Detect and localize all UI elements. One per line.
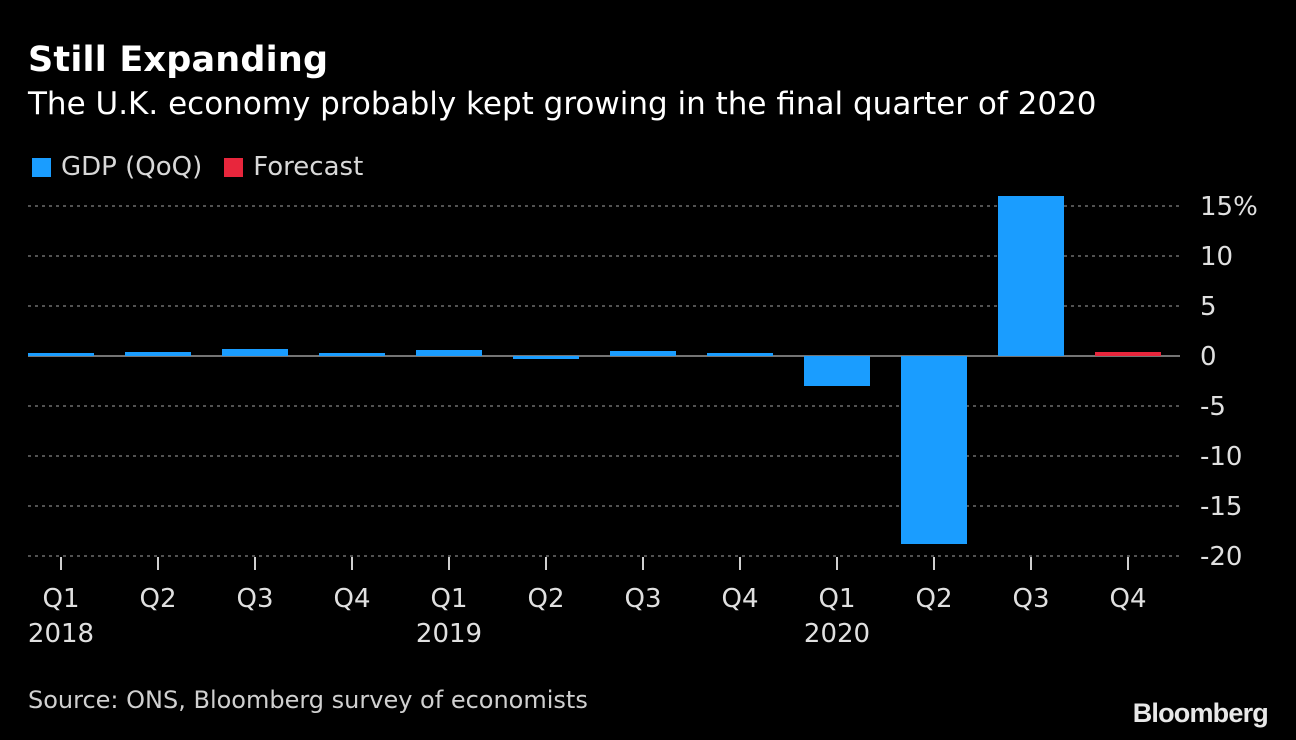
y-tick-label: -15 bbox=[1200, 492, 1242, 522]
bar-forecast bbox=[1095, 352, 1161, 356]
x-tick-label: Q2 bbox=[915, 584, 952, 614]
bar-gdp bbox=[222, 349, 288, 356]
x-year-label: 2020 bbox=[804, 619, 870, 649]
x-tick-label: Q2 bbox=[139, 584, 176, 614]
y-tick-label: 10 bbox=[1200, 242, 1233, 272]
bar-gdp bbox=[901, 356, 967, 544]
x-tick-label: Q2 bbox=[527, 584, 564, 614]
bar-gdp bbox=[28, 353, 94, 356]
bar-gdp bbox=[513, 356, 579, 359]
x-year-label: 2019 bbox=[416, 619, 482, 649]
legend-swatch-forecast bbox=[224, 157, 244, 177]
bar-gdp bbox=[707, 353, 773, 356]
x-year-label: 2018 bbox=[28, 619, 94, 649]
bar-gdp bbox=[804, 356, 870, 386]
x-tick-label: Q1 bbox=[818, 584, 855, 614]
source-note: Source: ONS, Bloomberg survey of economi… bbox=[28, 686, 588, 714]
legend-item-forecast: Forecast bbox=[224, 152, 363, 182]
x-tick-label: Q1 bbox=[430, 584, 467, 614]
x-tick-label: Q4 bbox=[333, 584, 370, 614]
bar-gdp bbox=[610, 351, 676, 356]
chart-subtitle: The U.K. economy probably kept growing i… bbox=[28, 86, 1097, 122]
x-tick-label: Q4 bbox=[721, 584, 758, 614]
x-tick-label: Q3 bbox=[236, 584, 273, 614]
y-tick-label: -20 bbox=[1200, 542, 1242, 572]
bar-gdp bbox=[125, 352, 191, 356]
legend-label-forecast: Forecast bbox=[253, 152, 364, 182]
x-tick-label: Q3 bbox=[624, 584, 661, 614]
legend-swatch-gdp bbox=[32, 157, 51, 177]
legend-item-gdp: GDP (QoQ) bbox=[32, 152, 202, 182]
bar-gdp bbox=[319, 353, 385, 356]
y-tick-label: -5 bbox=[1200, 392, 1226, 422]
y-tick-label: 5 bbox=[1200, 292, 1217, 322]
legend: GDP (QoQ) Forecast bbox=[32, 152, 385, 182]
bar-gdp bbox=[998, 196, 1064, 356]
chart-title: Still Expanding bbox=[28, 40, 329, 80]
y-tick-label: 0 bbox=[1200, 342, 1217, 372]
x-tick-label: Q4 bbox=[1109, 584, 1146, 614]
y-tick-label: 15% bbox=[1200, 192, 1258, 222]
legend-label-gdp: GDP (QoQ) bbox=[61, 152, 203, 182]
y-tick-label: -10 bbox=[1200, 442, 1242, 472]
x-tick-label: Q1 bbox=[42, 584, 79, 614]
x-tick-label: Q3 bbox=[1012, 584, 1049, 614]
bloomberg-logo: Bloomberg bbox=[1132, 698, 1269, 728]
bar-gdp bbox=[416, 350, 482, 356]
